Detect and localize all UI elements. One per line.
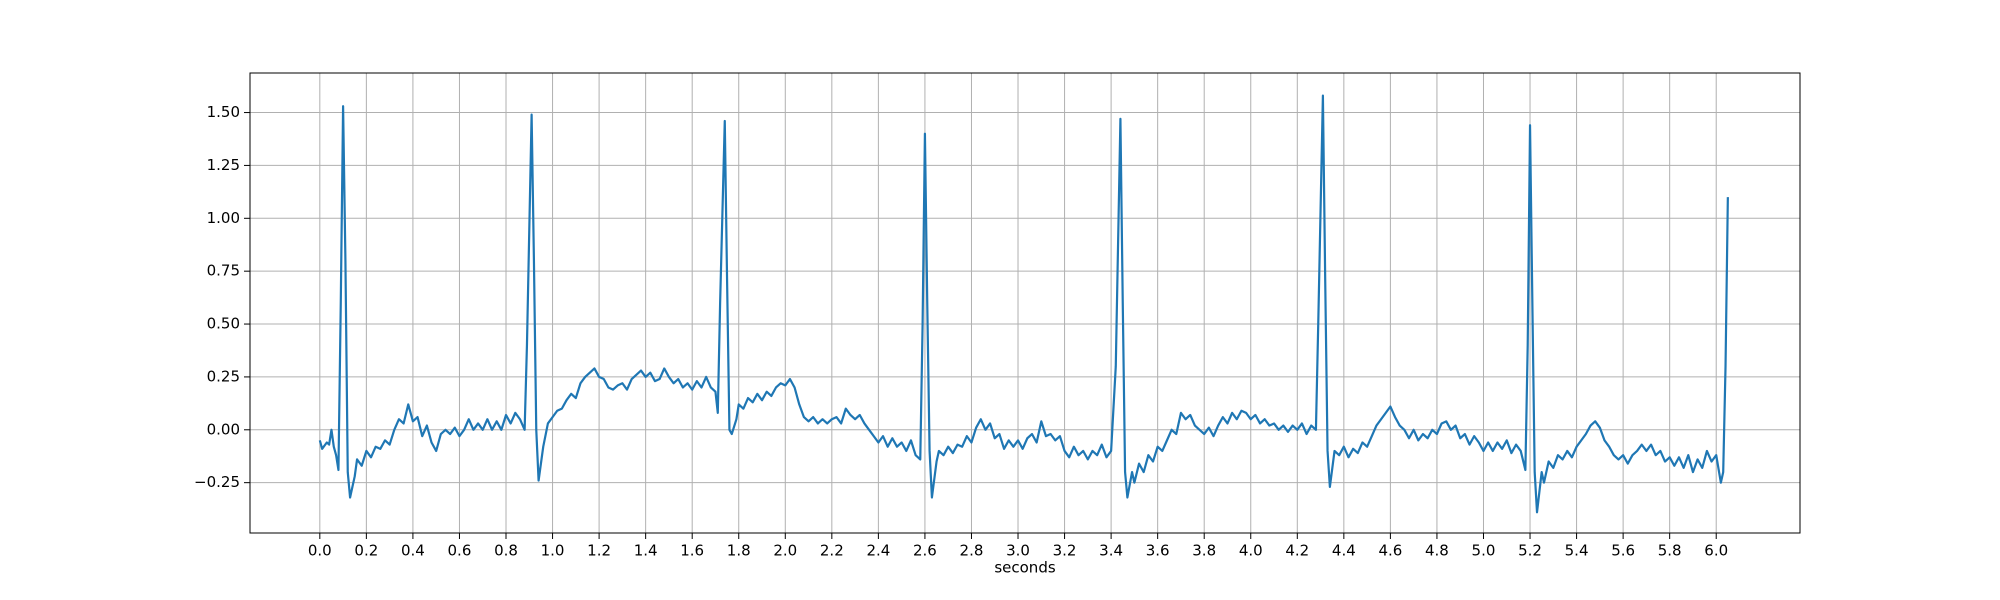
x-tick-label: 1.4: [634, 542, 658, 560]
x-tick-label: 0.0: [308, 542, 332, 560]
x-tick-label: 1.6: [680, 542, 704, 560]
y-tick-label: −0.25: [194, 473, 240, 491]
x-tick-label: 2.6: [913, 542, 937, 560]
y-tick-label: 0.50: [207, 315, 240, 333]
ecg-line: [318, 94, 1729, 514]
x-tick-label: 3.0: [1006, 542, 1030, 560]
x-tick-label: 0.6: [448, 542, 472, 560]
x-tick-label: 3.6: [1146, 542, 1170, 560]
x-tick-label: 0.4: [401, 542, 425, 560]
x-tick-label: 4.0: [1239, 542, 1263, 560]
x-tick-label: 5.0: [1472, 542, 1496, 560]
x-tick-label: 4.2: [1285, 542, 1309, 560]
x-tick-label: 3.8: [1192, 542, 1216, 560]
y-tick-label: 0.00: [207, 420, 240, 438]
y-tick-label: 1.25: [207, 156, 240, 174]
x-tick-label: 5.8: [1658, 542, 1682, 560]
x-tick-label: 4.6: [1378, 542, 1402, 560]
y-tick-label: 1.00: [207, 209, 240, 227]
x-tick-label: 4.8: [1425, 542, 1449, 560]
x-axis-label: seconds: [994, 559, 1055, 577]
plot-frame: [249, 72, 1801, 534]
x-tick-label: 1.0: [541, 542, 565, 560]
x-tick-label: 3.4: [1099, 542, 1123, 560]
x-tick-label: 2.8: [960, 542, 984, 560]
x-tick-label: 2.4: [866, 542, 890, 560]
x-tick-label: 0.2: [354, 542, 378, 560]
x-tick-label: 4.4: [1332, 542, 1356, 560]
y-tick-label: 0.75: [207, 262, 240, 280]
x-tick-label: 2.2: [820, 542, 844, 560]
x-tick-label: 0.8: [494, 542, 518, 560]
x-tick-label: 2.0: [773, 542, 797, 560]
y-tick-label: 1.50: [207, 103, 240, 121]
y-tick-label: 0.25: [207, 367, 240, 385]
x-tick-label: 6.0: [1704, 542, 1728, 560]
x-tick-label: 1.8: [727, 542, 751, 560]
x-tick-label: 5.4: [1565, 542, 1589, 560]
x-tick-label: 3.2: [1053, 542, 1077, 560]
x-tick-label: 5.2: [1518, 542, 1542, 560]
x-tick-label: 5.6: [1611, 542, 1635, 560]
x-tick-label: 1.2: [587, 542, 611, 560]
